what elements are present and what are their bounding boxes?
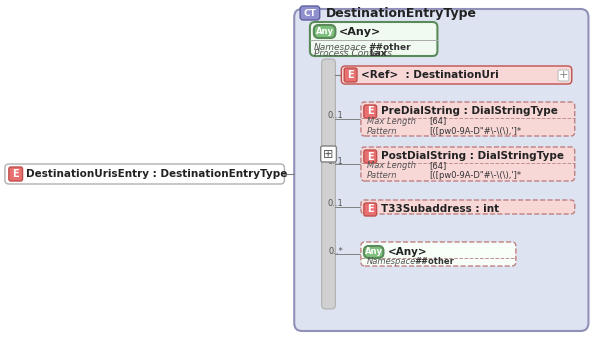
Text: E: E	[367, 106, 373, 117]
Text: Pattern: Pattern	[367, 126, 397, 136]
Text: <Any>: <Any>	[387, 247, 427, 257]
Text: <Any>: <Any>	[339, 27, 382, 37]
Text: [64]: [64]	[429, 117, 447, 125]
Text: 0..1: 0..1	[328, 112, 343, 120]
FancyBboxPatch shape	[361, 147, 575, 181]
FancyBboxPatch shape	[322, 59, 336, 309]
FancyBboxPatch shape	[314, 25, 336, 38]
Text: ##other: ##other	[369, 42, 412, 52]
Text: DestinationUrisEntry : DestinationEntryType: DestinationUrisEntry : DestinationEntryT…	[26, 169, 288, 179]
FancyBboxPatch shape	[361, 200, 575, 214]
FancyBboxPatch shape	[294, 9, 588, 331]
Text: PreDialString : DialStringType: PreDialString : DialStringType	[381, 106, 557, 116]
Text: E: E	[12, 169, 19, 179]
Text: DestinationEntryType: DestinationEntryType	[326, 6, 477, 20]
Text: Lax: Lax	[369, 48, 386, 58]
Text: Namespace: Namespace	[314, 42, 367, 52]
FancyBboxPatch shape	[364, 203, 376, 216]
Text: PostDialString : DialStringType: PostDialString : DialStringType	[381, 151, 563, 161]
Text: E: E	[347, 70, 354, 80]
FancyBboxPatch shape	[5, 164, 284, 184]
Text: E: E	[367, 152, 373, 161]
Text: E: E	[367, 204, 373, 215]
FancyBboxPatch shape	[341, 66, 572, 84]
Text: Pattern: Pattern	[367, 172, 397, 180]
Text: <Ref>  : DestinationUri: <Ref> : DestinationUri	[361, 70, 499, 80]
Text: ##other: ##other	[415, 257, 455, 265]
Text: 0..1: 0..1	[328, 157, 343, 165]
Text: Any: Any	[365, 247, 382, 257]
FancyBboxPatch shape	[558, 70, 569, 81]
Text: 0..*: 0..*	[328, 246, 343, 256]
FancyBboxPatch shape	[364, 105, 376, 118]
Text: Any: Any	[315, 27, 334, 36]
Text: ⊞: ⊞	[323, 147, 334, 160]
FancyBboxPatch shape	[361, 242, 516, 266]
Text: 0..1: 0..1	[328, 199, 343, 208]
Text: Process Contents: Process Contents	[314, 48, 392, 58]
FancyBboxPatch shape	[310, 22, 437, 56]
FancyBboxPatch shape	[344, 68, 357, 82]
Text: [([pw0-9A-D"#\-\(\),']*: [([pw0-9A-D"#\-\(\),']*	[429, 126, 522, 136]
Text: +: +	[558, 71, 568, 80]
Text: Max Length: Max Length	[367, 117, 416, 125]
Text: [([pw0-9A-D"#\-\(\),']*: [([pw0-9A-D"#\-\(\),']*	[429, 172, 522, 180]
Text: Max Length: Max Length	[367, 161, 416, 171]
FancyBboxPatch shape	[9, 167, 23, 181]
FancyBboxPatch shape	[321, 146, 336, 162]
FancyBboxPatch shape	[364, 150, 376, 163]
FancyBboxPatch shape	[361, 102, 575, 136]
Text: T33Subaddress : int: T33Subaddress : int	[381, 204, 499, 214]
Text: Namespace: Namespace	[367, 257, 416, 265]
Text: CT: CT	[303, 8, 316, 18]
FancyBboxPatch shape	[364, 246, 384, 258]
FancyBboxPatch shape	[300, 6, 320, 20]
Text: [64]: [64]	[429, 161, 447, 171]
